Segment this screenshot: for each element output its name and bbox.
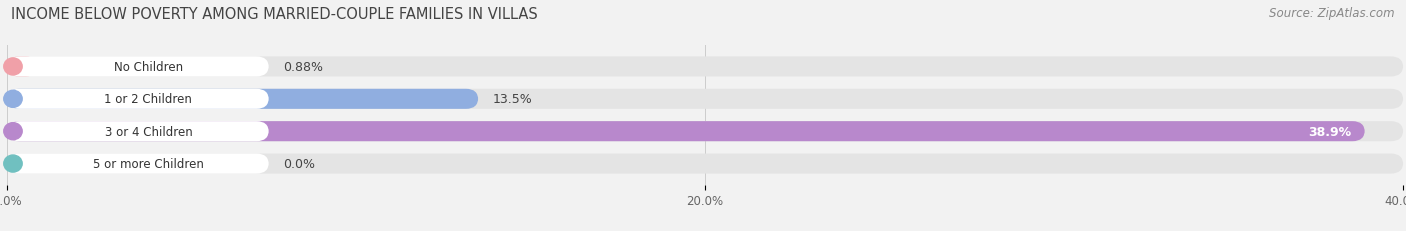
Text: 0.0%: 0.0% xyxy=(283,157,315,170)
Circle shape xyxy=(4,91,22,108)
FancyBboxPatch shape xyxy=(7,57,269,77)
Circle shape xyxy=(4,59,22,76)
Text: 5 or more Children: 5 or more Children xyxy=(93,157,204,170)
Text: 0.88%: 0.88% xyxy=(283,61,323,74)
Text: 3 or 4 Children: 3 or 4 Children xyxy=(104,125,193,138)
Text: 1 or 2 Children: 1 or 2 Children xyxy=(104,93,193,106)
Text: INCOME BELOW POVERTY AMONG MARRIED-COUPLE FAMILIES IN VILLAS: INCOME BELOW POVERTY AMONG MARRIED-COUPL… xyxy=(11,7,538,22)
FancyBboxPatch shape xyxy=(7,89,269,109)
Circle shape xyxy=(4,155,22,172)
FancyBboxPatch shape xyxy=(7,154,1403,174)
Text: 38.9%: 38.9% xyxy=(1308,125,1351,138)
FancyBboxPatch shape xyxy=(7,122,1403,142)
FancyBboxPatch shape xyxy=(7,122,1365,142)
FancyBboxPatch shape xyxy=(7,57,1403,77)
Text: Source: ZipAtlas.com: Source: ZipAtlas.com xyxy=(1270,7,1395,20)
Text: No Children: No Children xyxy=(114,61,183,74)
FancyBboxPatch shape xyxy=(7,154,269,174)
FancyBboxPatch shape xyxy=(7,89,1403,109)
Text: 13.5%: 13.5% xyxy=(492,93,531,106)
FancyBboxPatch shape xyxy=(7,57,38,77)
Circle shape xyxy=(4,123,22,140)
FancyBboxPatch shape xyxy=(7,89,478,109)
FancyBboxPatch shape xyxy=(7,122,269,142)
